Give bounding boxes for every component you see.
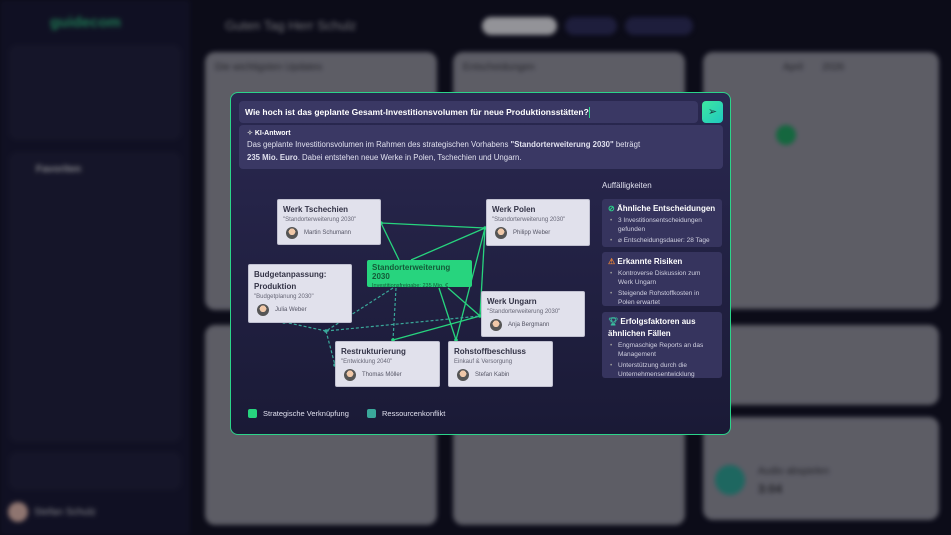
edge	[380, 222, 486, 229]
query-text: Wie hoch ist das geplante Gesamt-Investi…	[245, 107, 589, 117]
node-rohstoffbeschluss[interactable]: Rohstoffbeschluss Einkauf & Versorgung St…	[448, 341, 553, 387]
edge	[479, 227, 486, 317]
avatar	[457, 369, 469, 381]
edge	[392, 287, 397, 341]
edge	[325, 287, 394, 332]
edge	[438, 287, 457, 341]
warning-icon: ⚠	[608, 257, 616, 266]
sidebar: guidecom Favoriten Stefan Schulz	[0, 0, 190, 535]
edge	[283, 321, 327, 332]
insight-risks: ⚠ Erkannte Risiken Kontroverse Diskussio…	[602, 252, 722, 306]
insight-success-factors: 🏆︎ Erfolgsfaktoren aus ähnlichen Fällen …	[602, 312, 722, 378]
node-restrukturierung[interactable]: Restrukturierung "Entwicklung 2040" Thoma…	[335, 341, 440, 387]
briefing-duration: 3:04	[758, 482, 783, 496]
sidebar-favorites[interactable]: Favoriten	[36, 164, 82, 175]
strategic-links	[380, 222, 486, 341]
node-budgetanpassung[interactable]: Budgetanpassung: Produktion "Budgetplanun…	[248, 264, 352, 323]
ai-answer: ✧ KI-Antwort Das geplante Investitionsvo…	[239, 125, 723, 169]
avatar	[257, 304, 269, 316]
card-title-updates: Die wichtigsten Updates	[215, 62, 323, 73]
logo: guidecom	[50, 14, 121, 31]
avatar	[490, 319, 502, 331]
card-title-decisions: Entscheidungen	[463, 62, 535, 73]
insights-title: Auffälligkeiten	[602, 181, 652, 190]
greeting: Guten Tag Herr Schulz	[225, 18, 357, 33]
avatar	[286, 227, 298, 239]
avatar	[495, 227, 507, 239]
node-werk-polen[interactable]: Werk Polen "Standorterweiterung 2030" Phi…	[486, 199, 590, 246]
edge	[380, 222, 400, 261]
answer-text: Das geplante Investitionsvolumen im Rahm…	[247, 140, 641, 162]
legend-conflict: Ressourcenkonflikt	[367, 409, 445, 418]
edge	[392, 315, 481, 341]
node-werk-ungarn[interactable]: Werk Ungarn "Standorterweiterung 2030" An…	[481, 291, 585, 337]
edge	[410, 227, 486, 261]
node-werk-tschechien[interactable]: Werk Tschechien "Standorterweiterung 2030…	[277, 199, 381, 245]
briefing-play[interactable]: Audio abspielen	[758, 466, 830, 477]
conflict-links	[283, 287, 481, 366]
check-circle-icon: ⊘	[608, 204, 615, 213]
calendar-year[interactable]: 2026	[822, 62, 845, 73]
edge	[325, 315, 481, 332]
search-input[interactable]: Wie hoch ist das geplante Gesamt-Investi…	[239, 101, 698, 123]
sparkle-icon: ✧	[247, 130, 253, 137]
send-icon: ➢	[707, 106, 718, 118]
ai-search-modal: Wie hoch ist das geplante Gesamt-Investi…	[230, 92, 731, 435]
edge	[447, 287, 481, 317]
calendar-month[interactable]: April	[783, 62, 804, 73]
insight-similar-decisions: ⊘ Ähnliche Entscheidungen 3 Investitions…	[602, 199, 722, 247]
node-standorterweiterung[interactable]: Standorterweiterung 2030 Investitionsfrei…	[367, 260, 472, 289]
legend-strategic: Strategische Verknüpfung	[248, 409, 349, 418]
sidebar-user[interactable]: Stefan Schulz	[34, 507, 96, 518]
send-button[interactable]: ➢	[702, 101, 723, 123]
edge	[325, 330, 336, 366]
avatar	[344, 369, 356, 381]
trophy-icon: 🏆︎	[608, 317, 619, 326]
answer-label: KI-Antwort	[254, 130, 291, 137]
graph-edges	[282, 221, 487, 367]
